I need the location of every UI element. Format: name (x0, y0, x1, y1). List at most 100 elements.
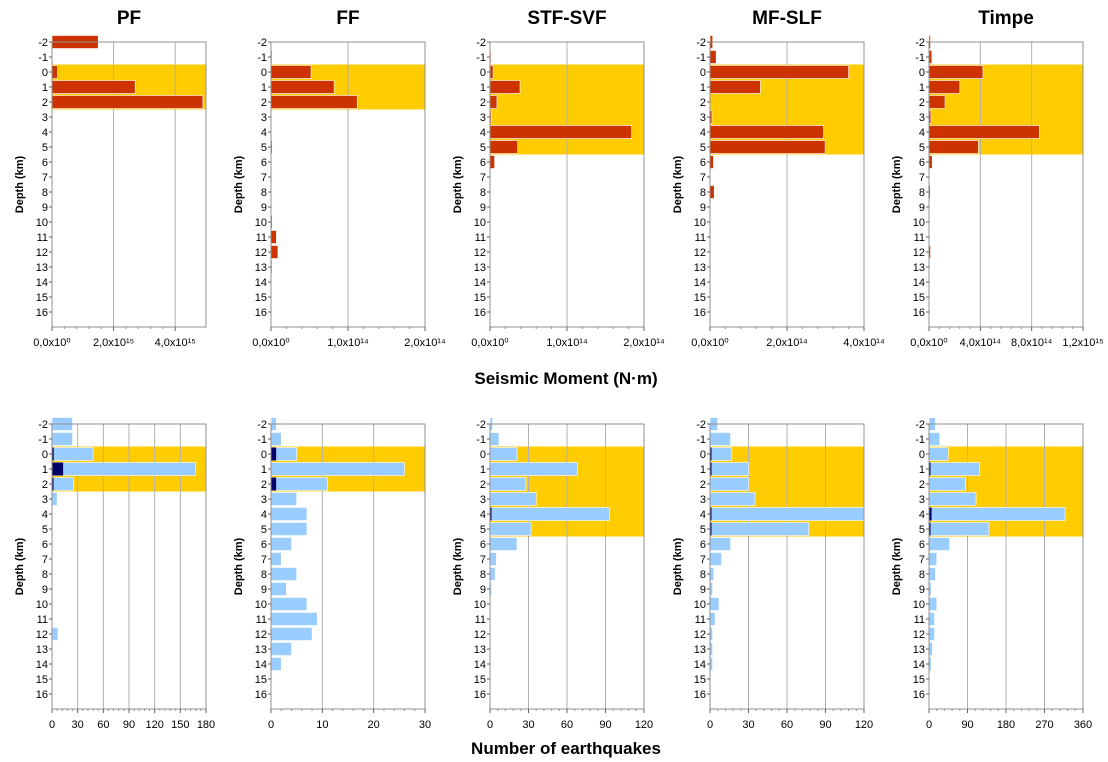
earthquake-count-bar (928, 477, 966, 491)
y-tick-label: 11 (475, 614, 486, 626)
moment-bar (709, 50, 717, 64)
y-tick-label: 7 (919, 172, 925, 184)
y-tick-label: 10 (255, 599, 267, 611)
earthquake-highlight-bar (929, 522, 931, 536)
earthquake-count-bar (270, 657, 282, 671)
earthquake-count-bar (489, 552, 497, 566)
earthquake-count-bar (270, 537, 292, 551)
y-tick-label: 6 (261, 157, 267, 169)
y-tick-label: 1 (42, 82, 48, 94)
earthquake-count-bar (270, 477, 328, 491)
y-tick-label: 16 (255, 307, 267, 319)
y-tick-label: 9 (700, 584, 706, 596)
y-tick-label: 1 (42, 464, 48, 476)
y-tick-label: 6 (480, 539, 486, 551)
y-tick-label: 16 (913, 307, 925, 319)
y-tick-label: 12 (913, 247, 925, 259)
x-tick-label: 0,0x10⁰ (33, 337, 71, 349)
y-tick-label: 13 (255, 644, 267, 656)
y-tick-label: 10 (474, 217, 486, 229)
earthquake-highlight-bar (52, 462, 64, 476)
y-tick-label: 0 (480, 449, 486, 461)
earthquake-count-bar (489, 507, 610, 521)
y-tick-label: -2 (38, 37, 48, 49)
y-tick-label: 2 (480, 97, 486, 109)
earthquake-count-bar (270, 522, 308, 536)
y-tick-label: 1 (919, 82, 925, 94)
x-tick-label: 20 (368, 719, 380, 731)
y-tick-label: 4 (700, 509, 706, 521)
earthquake-count-bar (709, 552, 722, 566)
y-tick-label: 3 (700, 112, 706, 124)
y-tick-label: 5 (919, 524, 925, 536)
earthquake-count-bar (928, 432, 940, 446)
y-tick-label: 13 (694, 262, 706, 274)
x-tick-label: 0,0x10⁰ (910, 337, 948, 349)
y-tick-label: 10 (694, 217, 706, 229)
y-tick-label: 1 (700, 82, 706, 94)
x-tick-label: 2,0x10¹⁴ (404, 337, 446, 349)
y-tick-label: 14 (36, 277, 48, 289)
column-title: STF-SVF (527, 8, 606, 29)
earthquake-count-bar (51, 477, 74, 491)
earthquake-count-bar (51, 432, 73, 446)
y-tick-label: 8 (919, 187, 925, 199)
y-tick-label: 9 (261, 584, 267, 596)
column-title: MF-SLF (752, 8, 822, 29)
y-tick-label: 12 (913, 629, 925, 641)
y-tick-label: 11 (256, 232, 267, 244)
earthquake-count-bar (270, 492, 297, 506)
y-tick-label: 0 (261, 67, 267, 79)
earthquake-count-bar (489, 567, 496, 581)
earthquake-count-bar (489, 477, 527, 491)
y-tick-label: 11 (475, 232, 486, 244)
x-tick-label: 0,0x10⁰ (252, 337, 290, 349)
y-tick-label: 13 (913, 644, 925, 656)
y-tick-label: -2 (257, 419, 267, 431)
earthquake-highlight-bar (929, 507, 932, 521)
y-tick-label: 3 (919, 112, 925, 124)
y-tick-label: 15 (36, 292, 48, 304)
y-tick-label: 3 (480, 112, 486, 124)
earthquake-highlight-bar (710, 462, 712, 476)
earthquake-highlight-bar (52, 477, 54, 491)
x-tick-label: 1,2x10¹⁵ (1062, 337, 1103, 349)
y-tick-label: 10 (913, 599, 925, 611)
y-tick-label: 14 (913, 277, 925, 289)
earthquake-count-bar (51, 627, 59, 641)
earthquake-count-bar (928, 447, 949, 461)
moment-bar (270, 245, 279, 259)
y-tick-label: -1 (257, 52, 267, 64)
y-tick-label: 9 (480, 584, 486, 596)
earthquake-count-bar (928, 462, 980, 476)
y-tick-label: -1 (38, 52, 48, 64)
earthquake-count-bar (928, 612, 935, 626)
y-axis-title: Depth (km) (233, 155, 245, 213)
x-tick-label: 60 (97, 719, 109, 731)
y-tick-label: 6 (480, 157, 486, 169)
earthquake-count-bar (270, 432, 282, 446)
earthquake-highlight-bar (710, 507, 712, 521)
y-tick-label: 16 (694, 689, 706, 701)
y-tick-label: 14 (36, 659, 48, 671)
y-tick-label: 0 (42, 67, 48, 79)
x-tick-label: 90 (599, 719, 611, 731)
y-tick-label: 5 (261, 524, 267, 536)
x-tick-label: 4,0x10¹⁵ (155, 337, 196, 349)
y-tick-label: 11 (695, 232, 706, 244)
moment-bar (489, 95, 498, 109)
y-tick-label: 0 (919, 449, 925, 461)
earthquake-count-bar (928, 507, 1066, 521)
x-tick-label: 0 (268, 719, 274, 731)
x-tick-label: 0 (707, 719, 713, 731)
x-tick-label: 8,0x10¹⁴ (1011, 337, 1053, 349)
y-tick-label: 2 (700, 97, 706, 109)
y-tick-label: 15 (36, 674, 48, 686)
x-tick-label: 180 (197, 719, 215, 731)
y-tick-label: 0 (480, 67, 486, 79)
